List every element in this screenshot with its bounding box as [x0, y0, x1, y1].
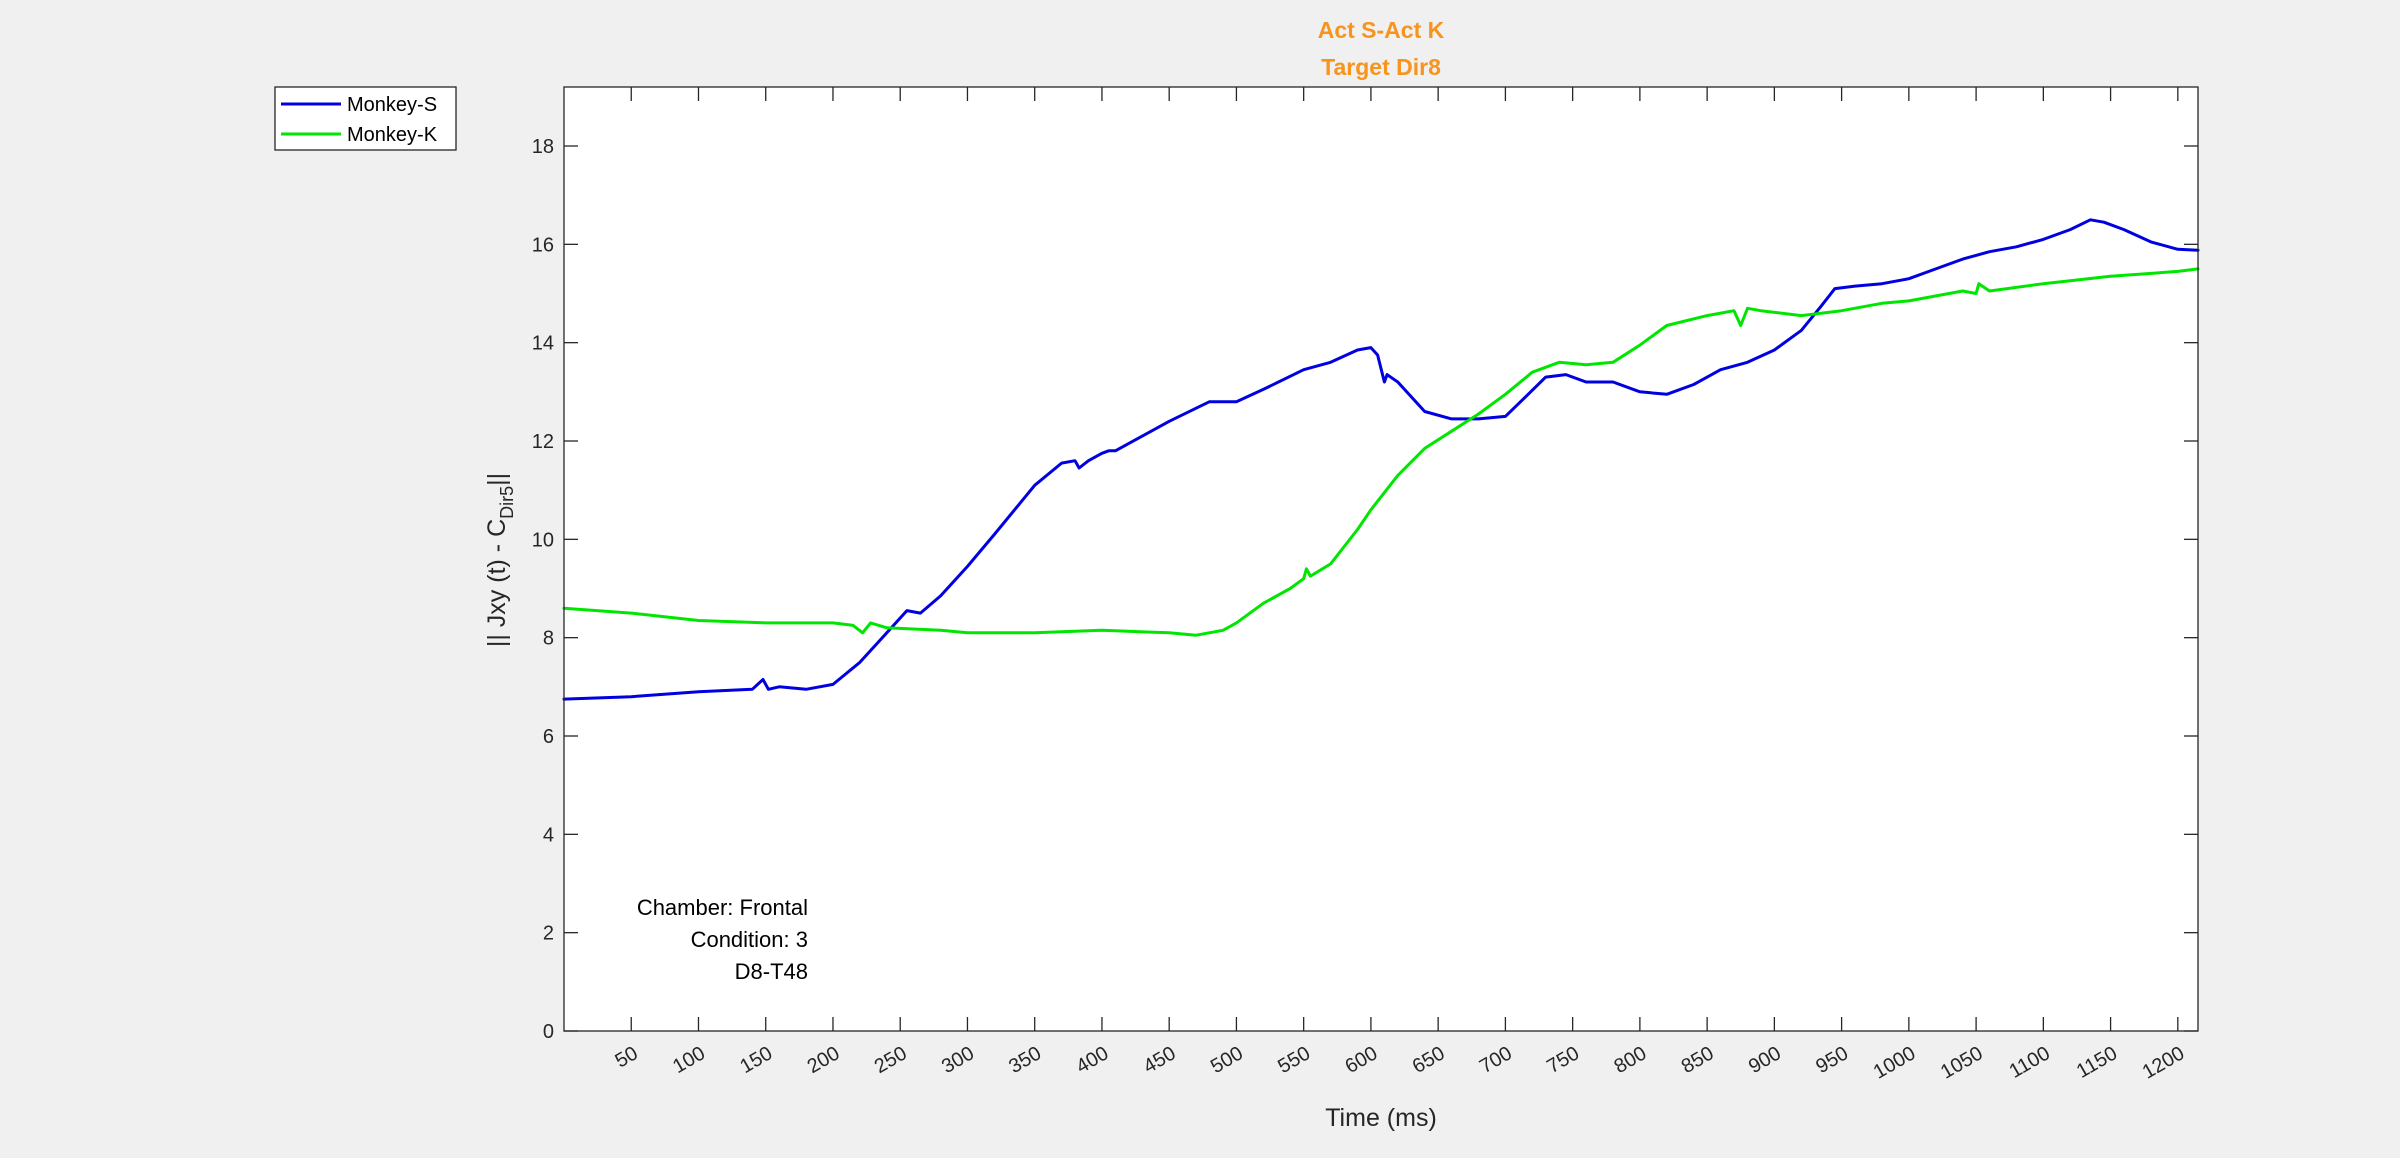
annotation-condition: Condition: 3: [691, 927, 808, 952]
y-tick-label: 16: [532, 234, 554, 256]
series-lines: [562, 218, 2200, 701]
svg-text:|| Jxy (t) - CDir5||: || Jxy (t) - CDir5||: [483, 473, 517, 647]
x-tick-label: 700: [1476, 1042, 1516, 1078]
y-tick-label: 14: [532, 333, 554, 355]
x-tick-label: 250: [871, 1042, 911, 1078]
x-tick-label: 500: [1207, 1042, 1247, 1078]
x-tick-label: 300: [938, 1042, 978, 1078]
x-tick-label: 100: [669, 1042, 709, 1078]
x-tick-label: 900: [1745, 1042, 1785, 1078]
legend-label-monkey-k: Monkey-K: [347, 124, 438, 146]
plot-area: [564, 87, 2198, 1031]
series-line-monkey-s: [562, 218, 2200, 701]
x-tick-label: 750: [1543, 1042, 1583, 1078]
legend-box: [274, 86, 457, 151]
x-tick-label: 450: [1140, 1042, 1180, 1078]
chart-title: Act S-Act K: [1318, 17, 1445, 43]
x-tick-label: 1000: [1870, 1042, 1920, 1083]
x-tick-label: 400: [1073, 1042, 1113, 1078]
annotation-chamber: Chamber: Frontal: [637, 895, 808, 920]
y-tick-label: 4: [543, 824, 554, 846]
y-tick-label: 8: [543, 628, 554, 650]
series-line-monkey-k: [562, 267, 2200, 637]
y-axis-label-main: || Jxy (t) - C: [483, 519, 511, 647]
x-tick-label: 200: [804, 1042, 844, 1078]
x-tick-label: 1100: [2006, 1042, 2054, 1083]
y-axis-label-sub: Dir5: [497, 486, 517, 519]
x-tick-label: 550: [1274, 1042, 1314, 1078]
chart-subtitle: Target Dir8: [1321, 54, 1441, 80]
x-tick-label: 800: [1610, 1042, 1650, 1078]
x-tick-label: 600: [1342, 1042, 1382, 1078]
y-tick-label: 6: [543, 726, 554, 748]
x-axis-label: Time (ms): [1325, 1104, 1437, 1132]
legend[interactable]: Monkey-S Monkey-K: [274, 86, 457, 151]
y-tick-label: 12: [532, 431, 554, 453]
x-tick-label: 650: [1409, 1042, 1449, 1078]
x-tick-label: 350: [1005, 1042, 1045, 1078]
legend-label-monkey-s: Monkey-S: [347, 94, 437, 116]
x-tick-label: 1050: [1937, 1042, 1987, 1083]
x-tick-label: 150: [736, 1042, 776, 1078]
x-tick-label: 950: [1812, 1042, 1852, 1078]
y-tick-label: 2: [543, 923, 554, 945]
y-tick-label: 10: [532, 529, 554, 551]
axes-box: [563, 86, 2199, 1032]
y-tick-label: 0: [543, 1021, 554, 1043]
annotation-id: D8-T48: [735, 959, 808, 984]
x-tick-label: 1200: [2139, 1042, 2189, 1083]
x-tick-label: 50: [611, 1042, 641, 1072]
y-tick-label: 18: [532, 136, 554, 158]
x-tick-label: 1150: [2073, 1042, 2121, 1083]
x-tick-label: 850: [1678, 1042, 1718, 1078]
y-axis-label: || Jxy (t) - CDir5||: [483, 473, 517, 647]
y-axis-label-end: ||: [483, 473, 511, 486]
